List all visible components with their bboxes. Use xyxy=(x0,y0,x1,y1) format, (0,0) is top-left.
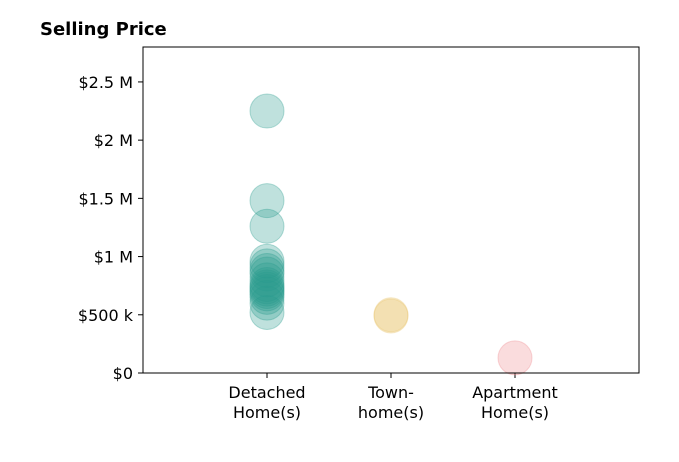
x-tick-label: Home(s) xyxy=(233,403,301,422)
x-tick-label: Home(s) xyxy=(481,403,549,422)
data-points xyxy=(249,93,533,376)
data-point xyxy=(249,248,285,284)
x-tick-label: Detached xyxy=(228,383,305,402)
x-tick-label: Apartment xyxy=(472,383,558,402)
x-tick-label: Town- xyxy=(367,383,414,402)
y-tick-label: $2 M xyxy=(94,131,133,150)
data-point xyxy=(249,285,285,321)
data-point xyxy=(249,243,285,279)
data-point xyxy=(249,294,285,330)
x-axis: DetachedHome(s)Town-home(s)ApartmentHome… xyxy=(228,373,558,422)
y-tick-label: $500 k xyxy=(78,306,134,325)
data-point xyxy=(249,274,285,309)
data-point xyxy=(249,276,285,312)
data-point xyxy=(249,262,285,298)
y-axis: $0 $500 k $1 M $1.5 M $2 M $2.5 M xyxy=(78,73,143,383)
data-point xyxy=(249,271,285,307)
y-tick-label: $0 xyxy=(113,364,133,383)
data-point xyxy=(249,267,285,303)
data-point xyxy=(249,256,285,292)
data-point xyxy=(373,298,409,334)
data-point xyxy=(249,183,285,219)
data-point xyxy=(249,253,285,289)
chart-title: Selling Price xyxy=(40,19,167,40)
data-point xyxy=(249,269,285,305)
data-point xyxy=(249,279,285,315)
y-tick-label: $2.5 M xyxy=(78,73,133,92)
data-point xyxy=(249,208,285,244)
y-tick-label: $1.5 M xyxy=(78,189,133,208)
plot-frame xyxy=(142,46,640,374)
data-point xyxy=(497,340,533,376)
data-point xyxy=(249,93,285,129)
y-tick-label: $1 M xyxy=(94,248,133,267)
data-point xyxy=(373,297,409,333)
x-tick-label: home(s) xyxy=(358,403,424,422)
